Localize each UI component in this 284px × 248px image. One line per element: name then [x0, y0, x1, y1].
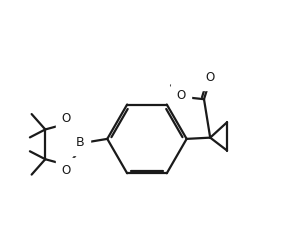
Text: B: B	[76, 136, 85, 149]
Text: O: O	[205, 71, 214, 84]
Text: O: O	[62, 164, 71, 177]
Text: O: O	[62, 112, 71, 125]
Text: O: O	[176, 90, 185, 102]
